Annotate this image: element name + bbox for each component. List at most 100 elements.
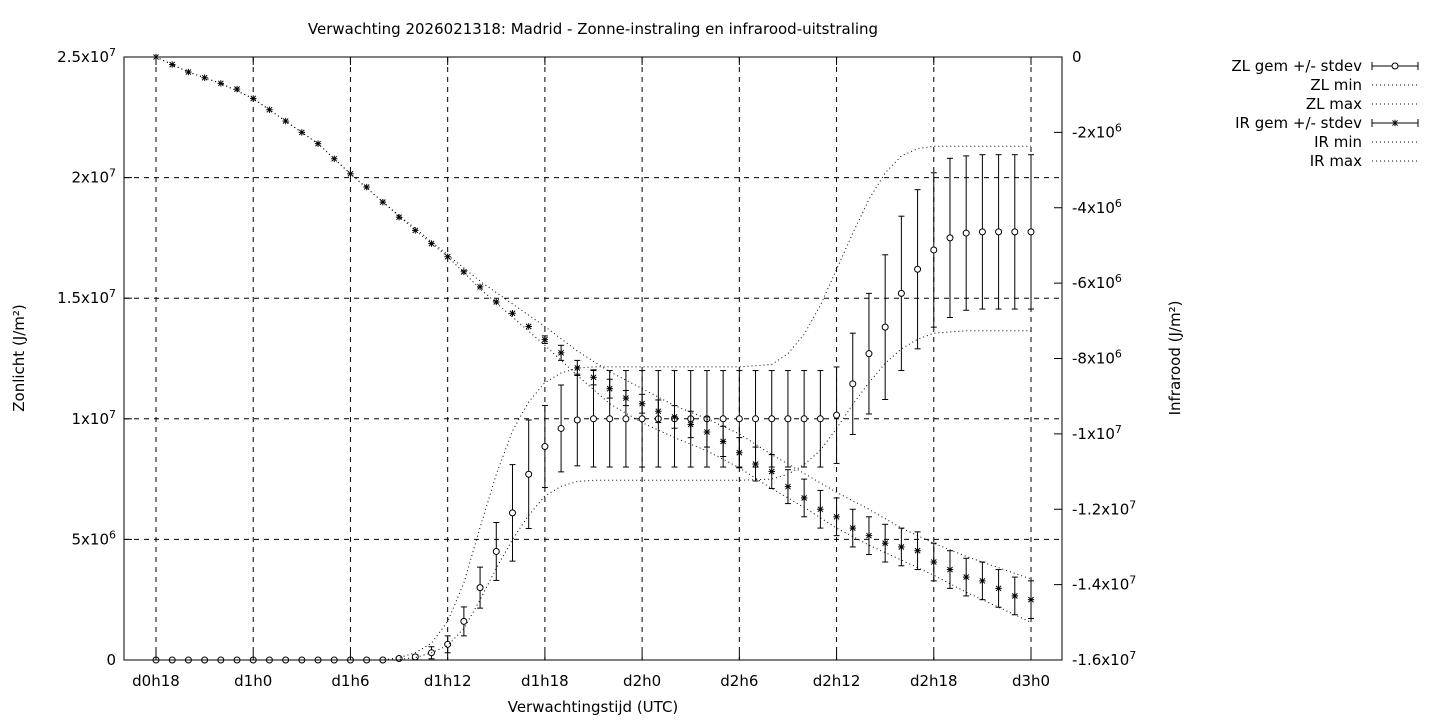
data-point xyxy=(784,415,792,423)
legend-label: ZL max xyxy=(1306,95,1362,113)
y-right-tick-label: 0 xyxy=(1072,48,1082,66)
data-point xyxy=(768,415,776,423)
data-point xyxy=(622,395,629,401)
data-point xyxy=(331,155,338,162)
series-line xyxy=(155,56,1032,580)
data-point xyxy=(185,69,192,75)
data-point xyxy=(978,228,986,236)
y-right-tick-label: -2x106 xyxy=(1072,121,1122,141)
y-left-tick-label: 5x106 xyxy=(71,528,116,548)
series-layer xyxy=(152,53,1035,664)
y-right-tick-label: -1.6x107 xyxy=(1072,649,1136,669)
data-point xyxy=(557,424,565,432)
data-point xyxy=(266,106,273,113)
data-point xyxy=(606,385,613,392)
data-point xyxy=(962,229,970,237)
data-point xyxy=(816,415,824,423)
data-point xyxy=(217,80,224,87)
data-point xyxy=(541,336,548,343)
data-point xyxy=(493,299,500,305)
data-point xyxy=(558,349,565,356)
data-point xyxy=(655,408,662,415)
data-point xyxy=(946,234,954,242)
data-point xyxy=(541,443,549,451)
data-point xyxy=(736,449,743,456)
data-point xyxy=(1027,228,1035,236)
plot-border xyxy=(123,56,1063,661)
y-right-tick-label: -6x106 xyxy=(1072,272,1122,292)
data-point xyxy=(930,559,937,565)
legend-label: IR gem +/- stdev xyxy=(1235,114,1362,132)
series-3 xyxy=(152,53,1035,620)
data-point xyxy=(801,495,808,501)
y-right-tick-label: -4x106 xyxy=(1072,197,1122,217)
data-point xyxy=(298,129,305,136)
series-line xyxy=(155,56,1032,623)
data-point xyxy=(800,415,808,423)
data-point xyxy=(735,415,743,423)
data-point xyxy=(573,416,581,424)
legend-label: ZL min xyxy=(1310,76,1362,94)
data-point xyxy=(1028,596,1034,603)
data-point xyxy=(849,380,857,388)
x-tick-label: d2h0 xyxy=(623,672,661,690)
series-line xyxy=(156,330,1031,661)
data-point xyxy=(849,525,856,532)
data-point xyxy=(687,421,694,428)
y-right-tick-label: -1.2x107 xyxy=(1072,498,1136,518)
data-point xyxy=(979,577,986,584)
data-point xyxy=(995,228,1003,236)
data-point xyxy=(865,350,873,358)
data-point xyxy=(881,323,889,331)
data-point xyxy=(476,584,484,592)
data-point xyxy=(671,414,678,420)
y-right-tick-label: -8x106 xyxy=(1072,348,1122,368)
data-point xyxy=(282,118,289,124)
data-point xyxy=(428,240,435,247)
y-right-axis-label: Infrarood (J/m²) xyxy=(1166,301,1184,416)
x-axis-label: Verwachtingstijd (UTC) xyxy=(508,698,679,716)
data-point xyxy=(492,547,500,555)
series-4 xyxy=(155,56,1032,623)
data-point xyxy=(169,61,176,68)
data-point xyxy=(930,246,938,254)
data-point xyxy=(914,265,922,273)
data-point xyxy=(396,214,402,221)
data-point xyxy=(395,655,403,663)
data-point xyxy=(574,365,581,371)
data-point xyxy=(606,415,614,423)
data-point xyxy=(898,544,905,550)
legend-marker xyxy=(1391,62,1399,70)
x-tick-label: d2h6 xyxy=(720,672,758,690)
data-point xyxy=(704,429,710,435)
chart-title: Verwachting 2026021318: Madrid - Zonne-i… xyxy=(308,20,878,38)
series-1 xyxy=(156,330,1031,661)
data-point xyxy=(866,532,872,539)
y-left-axis-label: Zonlicht (J/m²) xyxy=(10,304,28,412)
legend-label: IR max xyxy=(1310,152,1362,170)
y-right-tick-label: -1.4x107 xyxy=(1072,574,1136,594)
data-point xyxy=(460,268,467,275)
data-point xyxy=(833,411,841,419)
data-point xyxy=(752,461,759,467)
data-point xyxy=(525,323,532,330)
data-point xyxy=(525,470,533,478)
data-point xyxy=(509,310,516,317)
data-point xyxy=(1011,593,1018,599)
data-point xyxy=(639,400,646,407)
grid xyxy=(124,57,1062,660)
data-point xyxy=(412,227,419,234)
data-point xyxy=(622,415,630,423)
data-point xyxy=(914,547,921,554)
data-point xyxy=(833,513,840,520)
data-point xyxy=(720,438,727,445)
data-point xyxy=(817,506,824,513)
data-point xyxy=(995,585,1002,592)
data-point xyxy=(444,640,452,648)
legend-label: IR min xyxy=(1314,133,1362,151)
x-tick-label: d2h18 xyxy=(910,672,958,690)
y-right-tick-label: -1x107 xyxy=(1072,423,1122,443)
data-point xyxy=(590,374,597,381)
